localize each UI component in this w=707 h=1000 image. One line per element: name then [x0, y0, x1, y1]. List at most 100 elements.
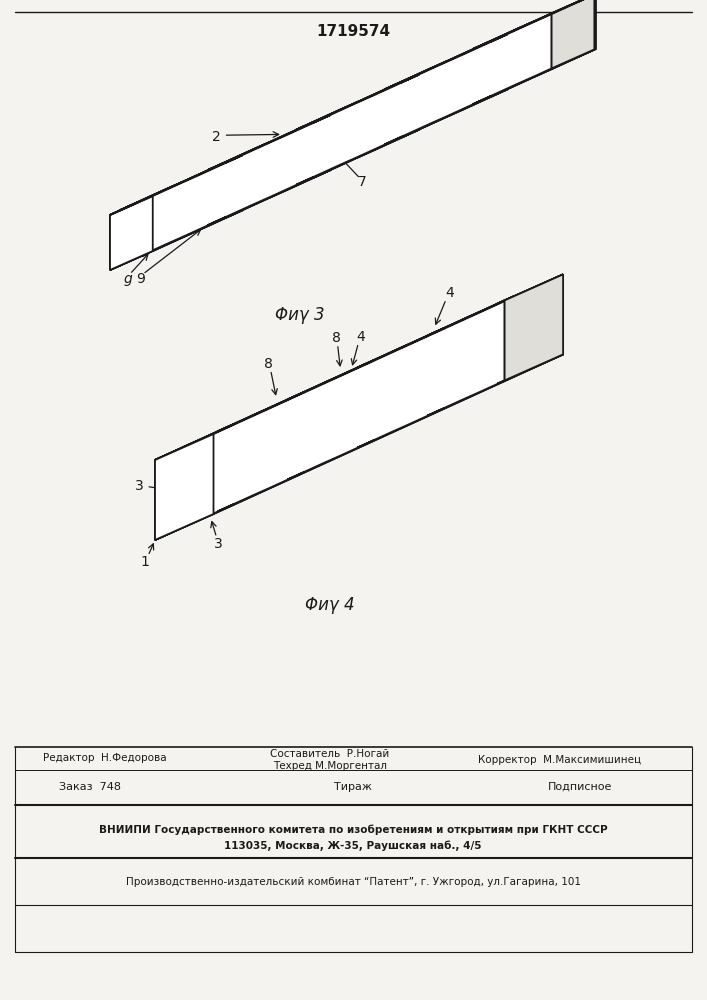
Polygon shape	[358, 360, 375, 448]
Polygon shape	[180, 155, 243, 183]
Polygon shape	[535, 13, 551, 76]
Text: Корректор  М.Максимишинец: Корректор М.Максимишинец	[479, 755, 641, 765]
Polygon shape	[473, 21, 535, 49]
Polygon shape	[155, 434, 214, 540]
Polygon shape	[110, 0, 595, 215]
Polygon shape	[427, 320, 462, 416]
Polygon shape	[479, 296, 514, 392]
Text: Φиγ 4: Φиγ 4	[305, 596, 355, 614]
Polygon shape	[153, 0, 596, 251]
Polygon shape	[357, 95, 375, 158]
Polygon shape	[339, 360, 375, 456]
Polygon shape	[358, 352, 392, 448]
Polygon shape	[208, 150, 252, 225]
Polygon shape	[269, 135, 286, 198]
Polygon shape	[473, 41, 491, 104]
Text: 1: 1	[141, 555, 149, 569]
Polygon shape	[505, 274, 563, 380]
Polygon shape	[322, 376, 339, 464]
Polygon shape	[497, 296, 514, 384]
Polygon shape	[296, 157, 358, 185]
Polygon shape	[517, 21, 535, 84]
Polygon shape	[199, 424, 235, 520]
Polygon shape	[534, 14, 551, 77]
Text: ВНИИПИ Государственного комитета по изобретениям и открытиям при ГКНТ СССР: ВНИИПИ Государственного комитета по изоб…	[99, 825, 607, 835]
Polygon shape	[208, 142, 270, 170]
Text: Составитель  Р.Ногай: Составитель Р.Ногай	[270, 749, 390, 759]
Text: 9: 9	[136, 272, 145, 286]
Polygon shape	[155, 434, 214, 540]
Polygon shape	[505, 274, 563, 380]
Polygon shape	[208, 162, 226, 225]
Polygon shape	[473, 76, 535, 104]
Polygon shape	[110, 13, 551, 270]
Polygon shape	[463, 34, 508, 109]
Polygon shape	[269, 392, 305, 488]
Polygon shape	[155, 274, 563, 460]
Polygon shape	[551, 0, 595, 68]
Polygon shape	[385, 69, 428, 144]
Polygon shape	[578, 0, 596, 57]
Text: Производственно-издательский комбинат “Патент”, г. Ужгород, ул.Гагарина, 101: Производственно-издательский комбинат “П…	[126, 877, 580, 887]
Polygon shape	[358, 81, 402, 157]
Polygon shape	[182, 440, 199, 527]
Polygon shape	[445, 54, 463, 117]
Text: 113035, Москва, Ж-35, Раушская наб., 4/5: 113035, Москва, Ж-35, Раушская наб., 4/5	[224, 841, 481, 851]
Polygon shape	[252, 408, 269, 495]
Polygon shape	[155, 354, 563, 540]
Polygon shape	[110, 202, 138, 270]
Polygon shape	[252, 392, 305, 415]
Polygon shape	[534, 0, 596, 22]
Polygon shape	[110, 196, 153, 270]
Text: 7: 7	[358, 175, 367, 189]
Polygon shape	[322, 360, 375, 384]
Polygon shape	[269, 115, 331, 143]
Text: 4: 4	[356, 330, 365, 344]
Polygon shape	[296, 102, 358, 130]
Polygon shape	[199, 155, 243, 230]
Polygon shape	[385, 61, 447, 89]
Polygon shape	[428, 61, 447, 124]
Polygon shape	[322, 440, 375, 464]
Polygon shape	[409, 328, 445, 424]
Polygon shape	[119, 237, 182, 265]
Polygon shape	[155, 447, 182, 540]
Polygon shape	[551, 0, 595, 68]
Polygon shape	[182, 504, 235, 527]
Polygon shape	[252, 472, 305, 495]
Polygon shape	[392, 344, 409, 432]
Text: Подписное: Подписное	[548, 782, 612, 792]
Polygon shape	[110, 196, 153, 270]
Polygon shape	[214, 274, 563, 514]
Polygon shape	[270, 122, 314, 197]
Polygon shape	[288, 392, 305, 480]
Polygon shape	[252, 142, 270, 205]
Polygon shape	[551, 0, 596, 69]
Polygon shape	[286, 115, 331, 190]
Polygon shape	[296, 110, 340, 185]
Text: Тираж: Тираж	[334, 782, 372, 792]
Text: Φиγ 3: Φиγ 3	[275, 306, 325, 324]
Text: Редактор  Н.Федорова: Редактор Н.Федорова	[43, 753, 167, 763]
Polygon shape	[182, 162, 226, 237]
Polygon shape	[288, 384, 322, 480]
Polygon shape	[312, 115, 331, 178]
Polygon shape	[447, 41, 491, 116]
Text: 8: 8	[332, 331, 341, 345]
Polygon shape	[182, 424, 235, 447]
Polygon shape	[110, 0, 596, 215]
Polygon shape	[427, 328, 445, 416]
Polygon shape	[473, 29, 517, 104]
Text: Заказ  748: Заказ 748	[59, 782, 121, 792]
Polygon shape	[462, 376, 514, 400]
Text: 3: 3	[214, 537, 223, 551]
Polygon shape	[401, 75, 419, 138]
Polygon shape	[119, 190, 164, 265]
Text: 8: 8	[264, 357, 273, 371]
Text: 2: 2	[212, 130, 221, 144]
Polygon shape	[110, 49, 595, 270]
Polygon shape	[392, 408, 445, 432]
Polygon shape	[385, 116, 447, 144]
Polygon shape	[497, 300, 505, 384]
Polygon shape	[218, 415, 252, 511]
